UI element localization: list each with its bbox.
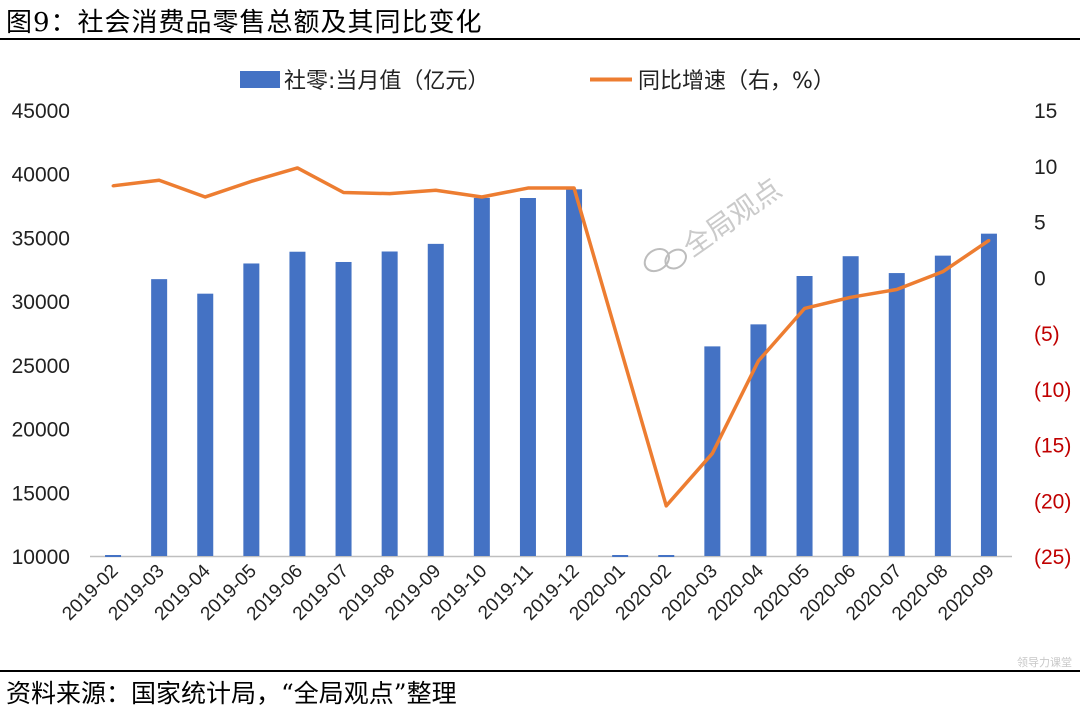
yoy-point (434, 188, 438, 192)
yoy-point (111, 184, 115, 188)
bar (566, 189, 583, 556)
bar (750, 324, 767, 556)
left-tick-label: 30000 (12, 291, 70, 314)
bar (519, 198, 536, 556)
source-note: 资料来源：国家统计局，“全局观点”整理 (6, 679, 457, 708)
yoy-point (157, 178, 161, 182)
yoy-point (203, 195, 207, 199)
bar (980, 233, 997, 556)
yoy-point (480, 195, 484, 199)
yoy-point (249, 179, 253, 183)
yoy-point (572, 186, 576, 190)
yoy-point (664, 504, 668, 508)
right-tick-label: 15 (1034, 100, 1057, 123)
bar (197, 293, 214, 556)
bar (289, 251, 306, 556)
yoy-point (295, 166, 299, 170)
title-divider (0, 38, 1080, 40)
bar (427, 243, 444, 556)
right-tick-label: 10 (1034, 156, 1057, 179)
bar (381, 251, 398, 556)
watermark: 全局观点 (643, 172, 788, 273)
left-tick-label: 25000 (12, 355, 70, 378)
bar (842, 256, 859, 556)
left-tick-label: 15000 (12, 482, 70, 505)
yoy-point (526, 186, 530, 190)
yoy-point (756, 359, 760, 363)
right-axis-ticks: (25) (20) (15) (10) (5) 0 5 10 15 (1034, 100, 1071, 569)
left-axis-ticks: 10000 15000 20000 25000 30000 35000 40000 45000 (12, 100, 70, 569)
yoy-point (895, 288, 899, 292)
yoy-point (388, 192, 392, 196)
left-tick-label: 40000 (12, 164, 70, 187)
left-tick-label: 20000 (12, 419, 70, 442)
combo-chart: 全局观点 10000 15000 20000 25000 30000 35000 40000… (12, 69, 1072, 669)
wechat-icon (643, 247, 687, 273)
right-tick-label: (15) (1034, 435, 1071, 458)
right-tick-label: (20) (1034, 490, 1071, 513)
bar (151, 279, 168, 556)
legend: 社零:当月值（亿元） 同比增速（右，%） (240, 69, 835, 94)
source-divider (0, 670, 1080, 672)
x-axis-ticks: 2019-022019-032019-042019-052019-062019-… (58, 560, 998, 624)
yoy-point (941, 270, 945, 274)
bar-series (105, 189, 997, 557)
yoy-point (987, 238, 991, 242)
left-tick-label: 45000 (12, 100, 70, 123)
right-tick-label: (10) (1034, 379, 1071, 402)
bar (934, 255, 951, 556)
right-tick-label: 5 (1034, 212, 1046, 235)
bar (473, 197, 490, 556)
bar (335, 261, 352, 556)
bar (888, 273, 905, 556)
yoy-point (342, 191, 346, 195)
right-tick-label: (5) (1034, 323, 1060, 346)
line-series (111, 166, 991, 508)
bar (243, 263, 260, 556)
figure-title: 图9：社会消费品零售总额及其同比变化 (6, 8, 483, 38)
legend-label-line: 同比增速（右，%） (638, 69, 835, 94)
corner-watermark: 领导力课堂 (1017, 656, 1072, 669)
yoy-point (849, 295, 853, 299)
left-tick-label: 10000 (12, 546, 70, 569)
right-tick-label: 0 (1034, 267, 1046, 290)
legend-label-bar: 社零:当月值（亿元） (284, 69, 489, 94)
watermark-text: 全局观点 (677, 172, 788, 263)
bar (796, 276, 813, 556)
yoy-point (803, 306, 807, 310)
yoy-point (710, 451, 714, 455)
legend-swatch-bar (240, 71, 280, 88)
right-tick-label: (25) (1034, 546, 1071, 569)
left-tick-label: 35000 (12, 227, 70, 250)
